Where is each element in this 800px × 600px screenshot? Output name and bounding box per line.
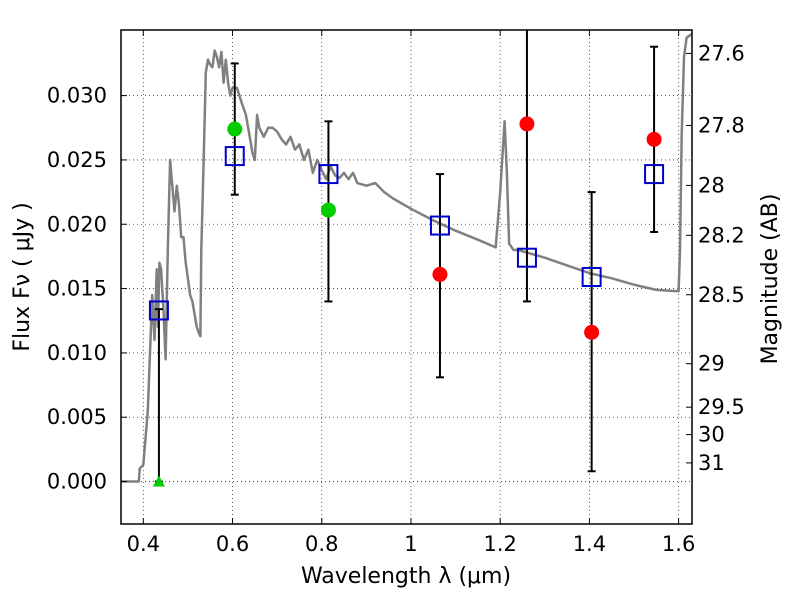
y-tick-label: 0.005	[47, 405, 107, 429]
y2-tick-label: 27.6	[698, 41, 745, 65]
x-tick-label: 1.6	[662, 532, 695, 556]
x-tick-label: 1.4	[573, 532, 606, 556]
y2-tick-label: 28.2	[698, 223, 745, 247]
y2-tick-label: 29.5	[698, 395, 745, 419]
observed-flux-point	[646, 131, 662, 147]
observed-flux-point	[227, 121, 243, 137]
y-tick-label: 0.000	[47, 470, 107, 494]
y2-tick-label: 31	[698, 451, 725, 475]
model-flux-square-point	[318, 164, 339, 185]
x-tick-label: 0.6	[216, 532, 249, 556]
observed-flux-point	[432, 266, 448, 282]
x-tick-label: 1	[404, 532, 417, 556]
model-flux-square-point	[644, 164, 665, 185]
x-tick-label: 0.4	[127, 532, 160, 556]
y-tick-label: 0.015	[47, 277, 107, 301]
model-flux-square-point	[148, 300, 169, 321]
model-flux-square-point	[581, 267, 602, 287]
observed-flux-point	[320, 202, 336, 218]
upper-limit-triangle-point	[152, 475, 165, 487]
model-flux-square-point	[429, 215, 450, 236]
plot-frame	[120, 29, 693, 525]
y-tick-label: 0.010	[47, 341, 107, 365]
y-tick-label: 0.025	[47, 148, 107, 172]
x-tick-label: 0.8	[305, 532, 338, 556]
y2-tick-label: 28.5	[698, 283, 745, 307]
y2-axis-label: Magnitude (AB)	[758, 194, 783, 365]
x-tick-label: 1.2	[483, 532, 516, 556]
y-axis-label: Flux Fν ( μJy )	[10, 202, 35, 351]
y2-tick-label: 30	[698, 423, 725, 447]
y-tick-label: 0.030	[47, 84, 107, 108]
axis-ticks: 0.4 0.6 0.8 1 1.2 1.4 1.6 0.000 0.005 0.010 0.015 0…	[47, 30, 745, 556]
y-tick-label: 0.020	[47, 212, 107, 236]
model-flux-square-point	[224, 146, 245, 167]
model-spectrum-line	[121, 32, 692, 483]
y2-tick-label: 27.8	[698, 113, 745, 137]
model-flux-square-point	[516, 247, 537, 268]
observed-flux-point	[584, 324, 600, 340]
observed-flux-point	[519, 116, 535, 132]
y2-tick-label: 28	[698, 173, 725, 197]
y2-tick-label: 29	[698, 352, 725, 376]
plot-area	[121, 30, 692, 487]
x-axis-label: Wavelength λ (μm)	[301, 564, 511, 589]
